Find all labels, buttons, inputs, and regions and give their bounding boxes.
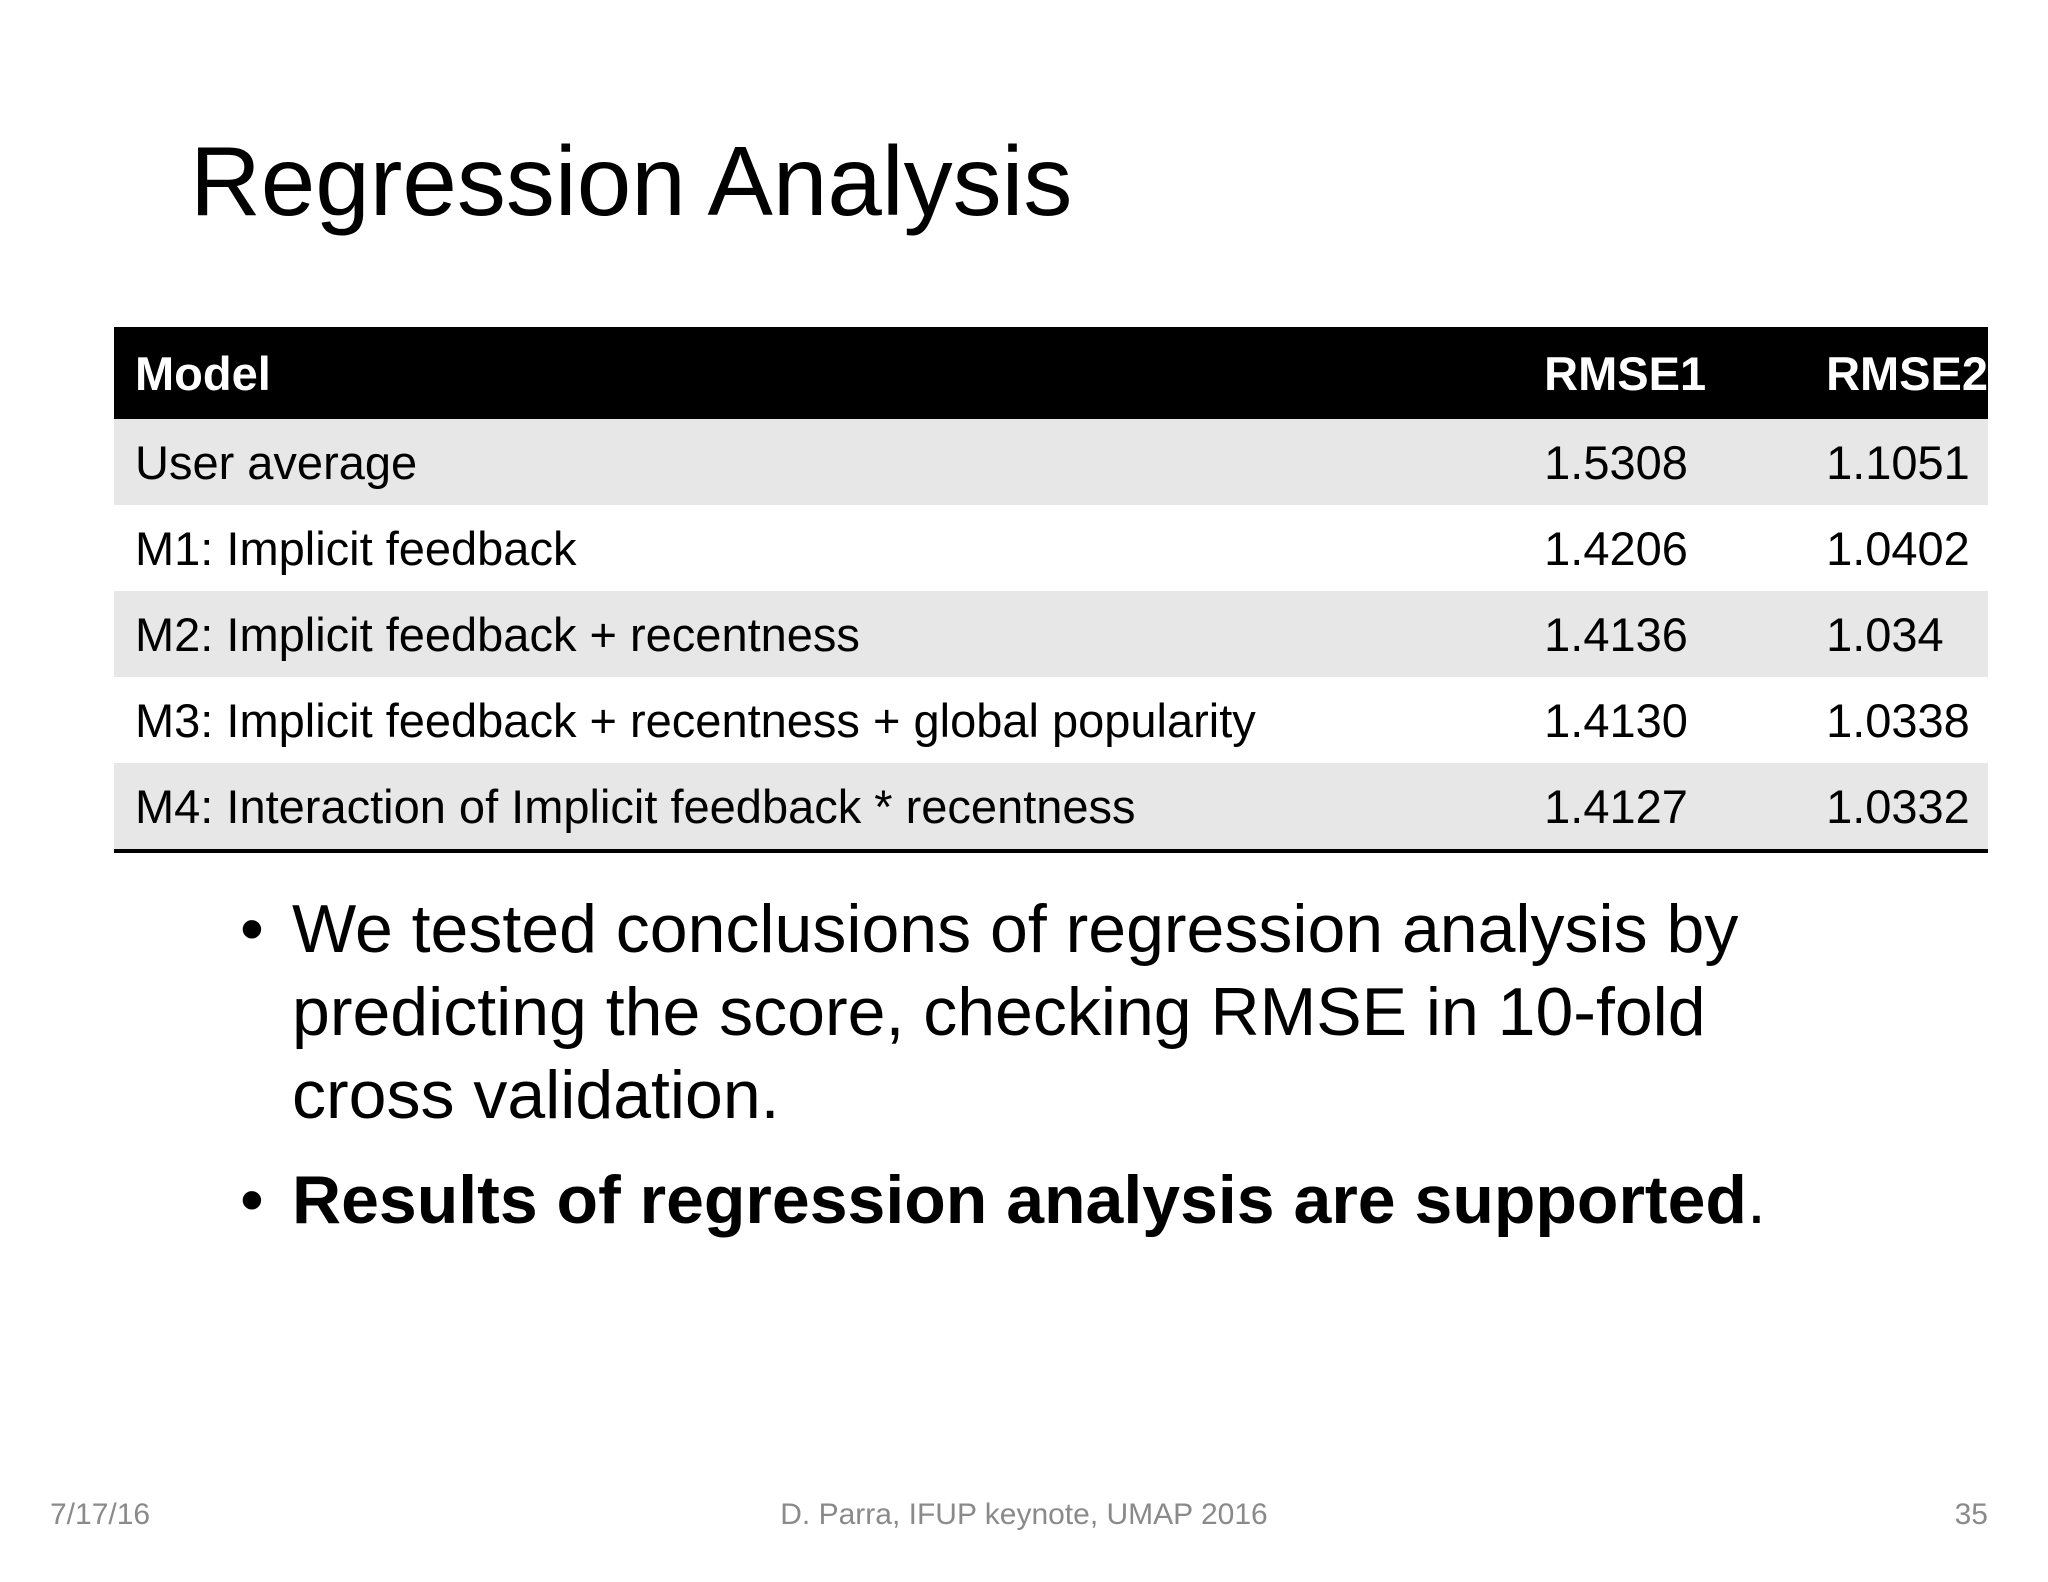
rmse2-cell: 1.0402 <box>1826 521 1970 575</box>
rmse1-cell: 1.4136 <box>1544 607 1688 661</box>
table-row: M3: Implicit feedback + recentness + glo… <box>114 677 1988 763</box>
bullet-bold-text: Results of regression analysis are suppo… <box>292 1162 1747 1238</box>
table-header-row: Model RMSE1 RMSE2 <box>114 327 1988 419</box>
rmse2-cell: 1.0332 <box>1805 763 1988 853</box>
rmse1-cell: 1.4206 <box>1544 521 1688 575</box>
column-header-rmse2: RMSE2 <box>1826 346 1988 400</box>
model-cell: User average <box>135 435 418 489</box>
table-row: M4: Interaction of Implicit feedback * r… <box>114 763 1988 853</box>
table-row: M1: Implicit feedback 1.4206 1.0402 <box>114 505 1988 591</box>
table-row: M2: Implicit feedback + recentness 1.413… <box>114 591 1988 677</box>
rmse2-cell: 1.1051 <box>1826 435 1970 489</box>
footer-date: 7/17/16 <box>50 1498 151 1531</box>
bullet-icon: • <box>240 891 264 967</box>
rmse1-cell: 1.4130 <box>1544 693 1688 747</box>
model-cell: M2: Implicit feedback + recentness <box>135 607 860 661</box>
bullet-item-method: • We tested conclusions of regression an… <box>240 888 1800 1137</box>
model-cell: M3: Implicit feedback + recentness + glo… <box>135 693 1256 747</box>
rmse1-cell: 1.5308 <box>1544 435 1688 489</box>
model-cell: M1: Implicit feedback <box>135 521 577 575</box>
column-header-rmse1: RMSE1 <box>1544 346 1707 400</box>
rmse2-cell: 1.0338 <box>1826 693 1970 747</box>
slide-title: Regression Analysis <box>190 126 1073 236</box>
slide-number: 35 <box>1954 1498 1988 1531</box>
bullet-text: We tested conclusions of regression anal… <box>292 891 1739 1133</box>
bullet-item-conclusion: • Results of regression analysis are sup… <box>240 1159 1800 1242</box>
rmse1-cell: 1.4127 <box>1523 763 1806 853</box>
bullet-list: • We tested conclusions of regression an… <box>240 888 1800 1264</box>
bullet-suffix: . <box>1746 1162 1766 1238</box>
bullet-icon: • <box>240 1162 264 1238</box>
table-row: User average 1.5308 1.1051 <box>114 419 1988 505</box>
footer-citation: D. Parra, IFUP keynote, UMAP 2016 <box>780 1498 1268 1531</box>
column-header-model: Model <box>135 346 271 400</box>
model-cell: M4: Interaction of Implicit feedback * r… <box>114 763 1524 853</box>
results-table: Model RMSE1 RMSE2 User average 1.5308 1.… <box>114 327 1988 853</box>
rmse2-cell: 1.034 <box>1826 607 1944 661</box>
